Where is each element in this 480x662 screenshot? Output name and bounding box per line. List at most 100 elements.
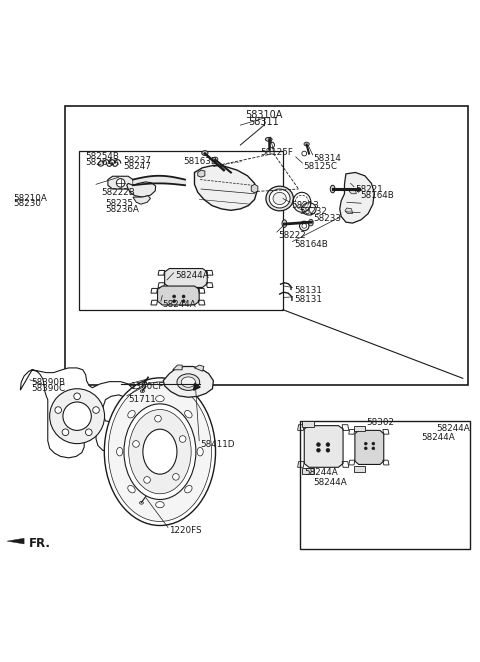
Text: 58237: 58237 — [123, 156, 152, 165]
Circle shape — [317, 443, 320, 446]
Polygon shape — [354, 426, 365, 432]
Polygon shape — [7, 538, 24, 544]
Ellipse shape — [269, 189, 290, 208]
Ellipse shape — [185, 485, 192, 493]
Circle shape — [85, 429, 92, 436]
Circle shape — [364, 447, 367, 449]
Ellipse shape — [185, 410, 192, 418]
Text: 58164B: 58164B — [294, 240, 327, 249]
Polygon shape — [198, 170, 205, 177]
Circle shape — [173, 300, 176, 303]
Circle shape — [372, 447, 375, 449]
Polygon shape — [355, 430, 384, 465]
Circle shape — [372, 442, 375, 445]
Text: 58222B: 58222B — [101, 187, 134, 197]
Ellipse shape — [265, 138, 272, 141]
Polygon shape — [163, 367, 214, 397]
Ellipse shape — [156, 502, 164, 508]
Polygon shape — [165, 269, 207, 287]
Ellipse shape — [213, 157, 218, 162]
Circle shape — [49, 389, 105, 444]
Circle shape — [173, 473, 179, 480]
Ellipse shape — [128, 410, 135, 418]
Polygon shape — [345, 208, 352, 214]
Polygon shape — [251, 184, 258, 193]
Ellipse shape — [142, 381, 147, 385]
Text: 58244A: 58244A — [304, 468, 338, 477]
Text: 58244A: 58244A — [437, 424, 470, 433]
Ellipse shape — [117, 448, 123, 456]
Text: 58233: 58233 — [313, 214, 341, 222]
Circle shape — [116, 179, 125, 187]
Text: 1360CF: 1360CF — [130, 382, 164, 391]
Ellipse shape — [273, 193, 286, 205]
Polygon shape — [349, 189, 356, 194]
Circle shape — [364, 442, 367, 445]
Ellipse shape — [304, 142, 309, 146]
Circle shape — [317, 448, 320, 452]
Ellipse shape — [156, 396, 164, 402]
Ellipse shape — [202, 151, 208, 156]
Ellipse shape — [143, 429, 177, 474]
Text: FR.: FR. — [29, 536, 51, 549]
Text: 58236A: 58236A — [106, 205, 139, 214]
Circle shape — [180, 436, 186, 442]
Polygon shape — [98, 161, 103, 166]
Text: 58244A: 58244A — [314, 478, 348, 487]
Polygon shape — [302, 421, 314, 426]
Text: 58244A: 58244A — [176, 271, 209, 281]
Polygon shape — [193, 382, 201, 393]
Text: 58222: 58222 — [278, 230, 306, 240]
Text: 58311: 58311 — [249, 117, 279, 127]
Text: 58254B: 58254B — [85, 152, 120, 161]
Circle shape — [55, 406, 61, 413]
Circle shape — [326, 443, 330, 446]
Text: 58210A: 58210A — [13, 194, 47, 203]
Circle shape — [326, 448, 330, 452]
Text: 58302: 58302 — [366, 418, 394, 427]
Polygon shape — [20, 368, 136, 458]
Text: 58390C: 58390C — [31, 384, 65, 393]
Text: 58314: 58314 — [314, 154, 342, 163]
Ellipse shape — [309, 219, 313, 226]
Ellipse shape — [104, 378, 216, 526]
Polygon shape — [194, 365, 204, 371]
Text: 58411D: 58411D — [200, 440, 235, 449]
Circle shape — [155, 415, 161, 422]
Circle shape — [144, 477, 150, 483]
Ellipse shape — [177, 374, 200, 391]
Text: 58131: 58131 — [294, 285, 322, 295]
Ellipse shape — [129, 410, 191, 494]
Text: 58235: 58235 — [106, 199, 133, 209]
Ellipse shape — [355, 185, 360, 193]
Polygon shape — [157, 286, 199, 305]
Text: 58390B: 58390B — [31, 378, 65, 387]
Text: 58164B: 58164B — [360, 191, 394, 200]
Circle shape — [93, 406, 99, 413]
Polygon shape — [304, 426, 343, 467]
Text: 58125F: 58125F — [261, 148, 294, 157]
Polygon shape — [302, 468, 314, 474]
Ellipse shape — [197, 448, 203, 456]
Ellipse shape — [266, 186, 293, 211]
Text: 58131: 58131 — [294, 295, 322, 304]
Circle shape — [132, 441, 139, 448]
Circle shape — [182, 300, 185, 303]
Polygon shape — [194, 166, 257, 211]
Ellipse shape — [140, 390, 144, 393]
Ellipse shape — [330, 185, 335, 193]
Circle shape — [63, 402, 91, 430]
Text: 58244A: 58244A — [162, 300, 196, 308]
Text: 58247: 58247 — [123, 162, 151, 171]
Circle shape — [173, 295, 176, 298]
Text: 58310A: 58310A — [245, 111, 283, 120]
Ellipse shape — [181, 377, 195, 387]
Text: 58230: 58230 — [13, 199, 41, 209]
Circle shape — [182, 295, 185, 298]
Text: 58163B: 58163B — [183, 157, 217, 166]
Text: 1220FS: 1220FS — [169, 526, 202, 535]
Text: 51711: 51711 — [128, 395, 156, 404]
Text: 58244A: 58244A — [421, 433, 456, 442]
Polygon shape — [173, 365, 182, 370]
Polygon shape — [108, 176, 133, 189]
